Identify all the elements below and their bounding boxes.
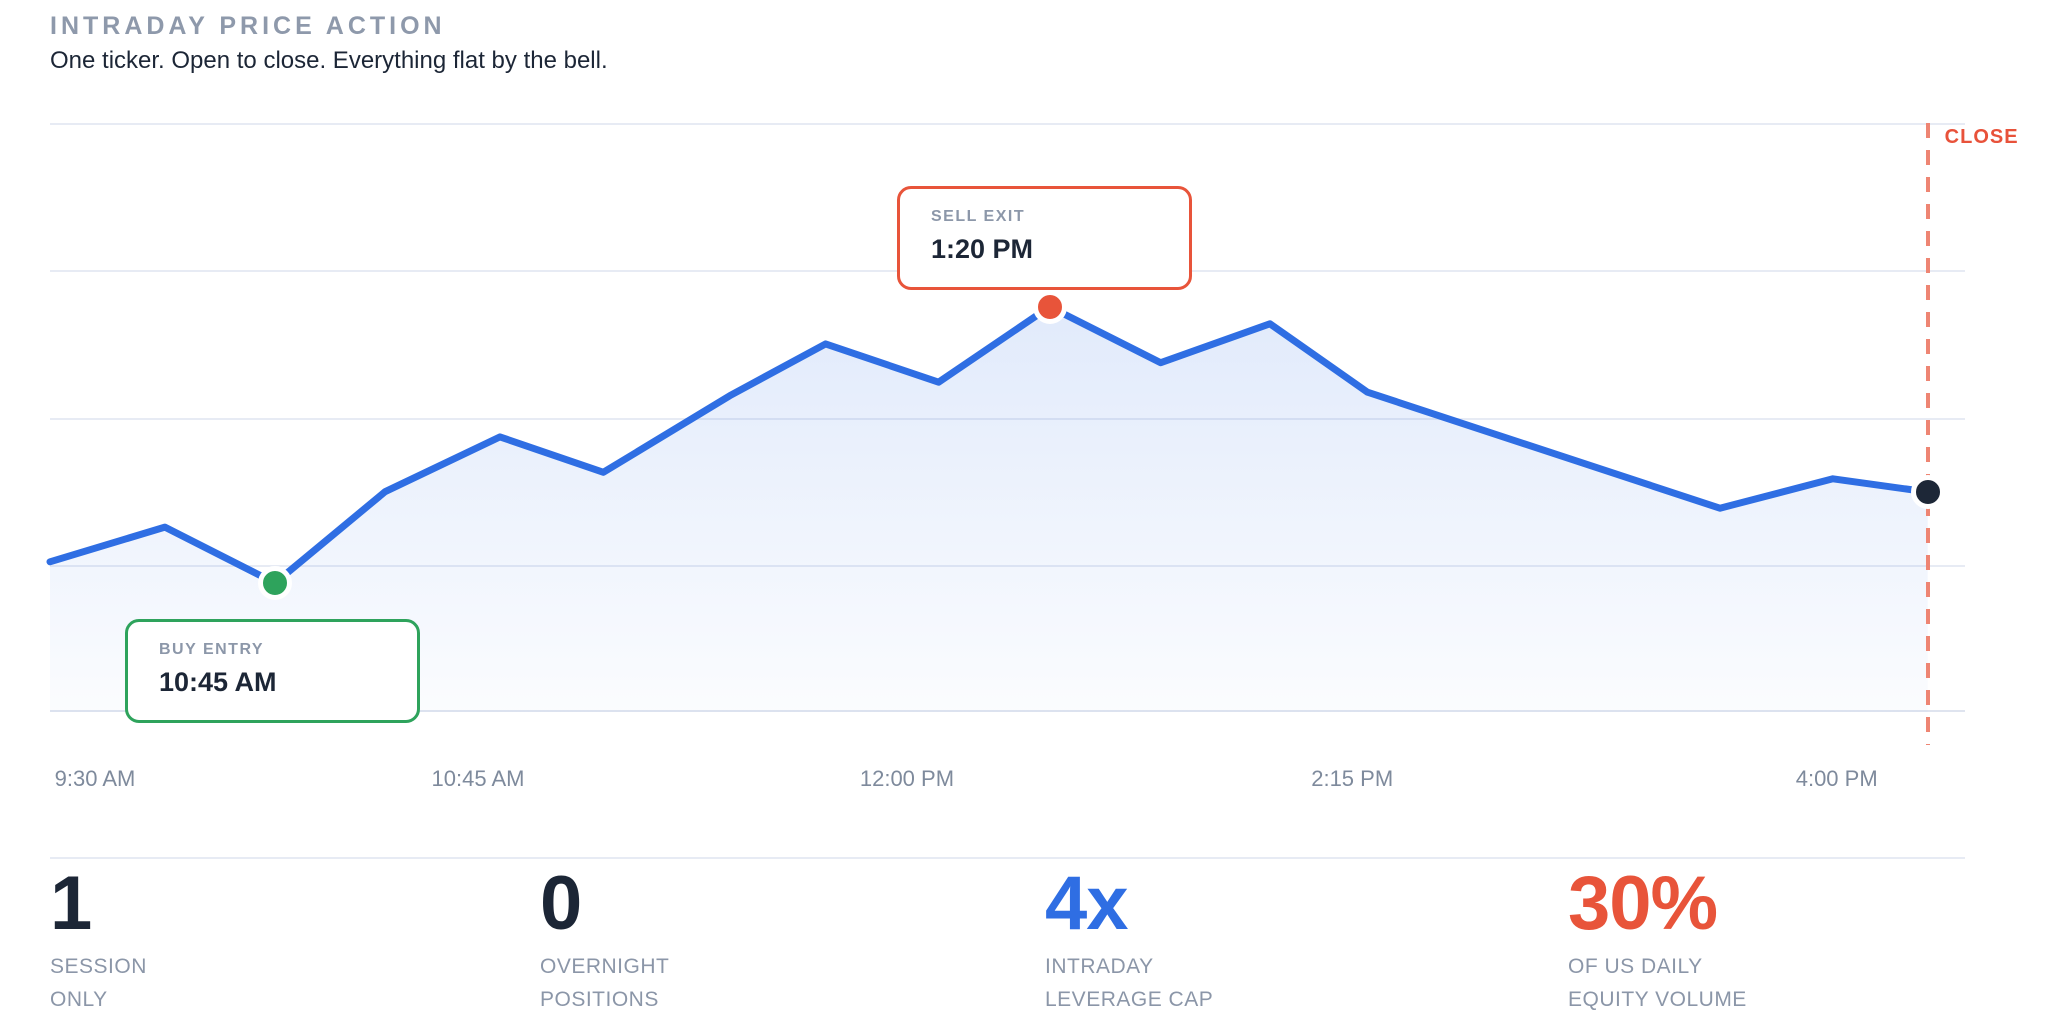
buy-entry-marker (258, 566, 292, 600)
stats-divider (50, 857, 1965, 859)
x-axis-tick: 12:00 PM (859, 766, 955, 791)
close-marker (1910, 475, 1945, 509)
close-line (1925, 123, 1930, 745)
price-line (46, 303, 1932, 587)
sell-exit-label: SELL EXIT (931, 208, 1026, 225)
x-axis-tick: 4:00 PM (1795, 766, 1878, 791)
stat-session-only: 1 SESSION ONLY (50, 864, 147, 1016)
stat-value: 0 (540, 861, 582, 946)
price-area (50, 306, 1928, 712)
page-title: INTRADAY PRICE ACTION (50, 12, 446, 40)
stat-value: 1 (50, 861, 92, 946)
stat-label: OVERNIGHT POSITIONS (540, 955, 670, 1011)
intraday-price-chart: CLOSE SELL EXIT 1:20 PM BUY ENTRY 10:45 … (46, 123, 2018, 745)
buy-entry-time: 10:45 AM (159, 667, 277, 697)
buy-entry-callout: BUY ENTRY 10:45 AM (125, 619, 420, 723)
stat-leverage-cap: 4x INTRADAY LEVERAGE CAP (1045, 864, 1213, 1016)
buy-entry-label: BUY ENTRY (159, 641, 265, 658)
sell-exit-callout: SELL EXIT 1:20 PM (897, 186, 1192, 290)
stat-label: SESSION ONLY (50, 955, 147, 1011)
stat-label: INTRADAY LEVERAGE CAP (1045, 955, 1214, 1011)
stat-overnight-positions: 0 OVERNIGHT POSITIONS (540, 864, 669, 1016)
x-axis-tick: 10:45 AM (431, 766, 525, 791)
price-series-svg (46, 303, 1932, 712)
close-label: CLOSE (1944, 126, 2019, 148)
x-axis-tick: 9:30 AM (54, 766, 136, 791)
stat-equity-volume: 30% OF US DAILY EQUITY VOLUME (1568, 864, 1747, 1016)
stat-label: OF US DAILY EQUITY VOLUME (1568, 955, 1747, 1011)
stat-value: 30% (1568, 861, 1718, 946)
page-subtitle: One ticker. Open to close. Everything fl… (50, 47, 608, 74)
stat-value: 4x (1045, 861, 1129, 946)
x-axis-tick: 2:15 PM (1311, 766, 1394, 791)
gridline (50, 123, 1965, 125)
sell-exit-time: 1:20 PM (931, 234, 1034, 264)
sell-exit-marker (1032, 289, 1067, 324)
x-axis: 9:30 AM 10:45 AM 12:00 PM 2:15 PM 4:00 PM (50, 766, 1965, 798)
